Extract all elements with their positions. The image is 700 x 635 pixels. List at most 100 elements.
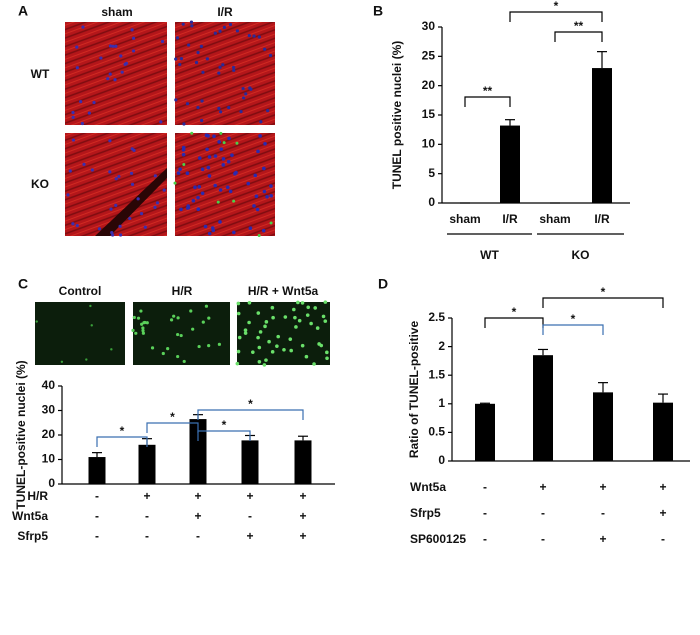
condition-sign: + — [194, 509, 201, 523]
condition-sign: - — [483, 480, 487, 494]
nucleus — [289, 348, 293, 353]
significance-bracket — [554, 31, 603, 42]
nucleus — [239, 109, 243, 114]
nucleus — [87, 111, 91, 115]
nucleus — [251, 350, 255, 354]
nucleus — [259, 120, 263, 124]
nucleus — [179, 57, 184, 61]
nucleus — [267, 339, 271, 344]
nucleus — [197, 156, 202, 160]
nucleus — [75, 45, 79, 49]
nucleus — [114, 203, 118, 207]
nucleus — [120, 70, 124, 74]
column-label: H/R — [172, 284, 193, 298]
nucleus — [186, 204, 190, 208]
significance-bracket — [509, 11, 603, 22]
y-tick-label: 40 — [42, 378, 56, 392]
condition-sign: - — [483, 532, 487, 546]
cell-dots — [35, 20, 329, 367]
nucleus — [200, 118, 204, 123]
nucleus — [232, 230, 236, 235]
significance-bracket — [484, 317, 544, 328]
nucleus — [142, 321, 146, 325]
nucleus — [140, 322, 144, 326]
y-tick-label: 25 — [422, 49, 436, 63]
nucleus — [200, 99, 204, 103]
nucleus — [241, 96, 246, 100]
nucleus — [222, 141, 226, 145]
nucleus — [228, 189, 233, 194]
nucleus — [253, 173, 258, 178]
nucleus — [139, 211, 144, 216]
nucleus — [252, 34, 256, 38]
y-tick-label: 1.5 — [428, 367, 445, 381]
nucleus — [111, 233, 115, 237]
nucleus — [153, 174, 157, 178]
nucleus — [247, 33, 251, 38]
nucleus — [90, 324, 93, 327]
bar — [294, 440, 312, 484]
nucleus — [118, 224, 122, 228]
nucleus — [130, 28, 134, 32]
bar — [241, 440, 259, 484]
nucleus — [207, 316, 211, 320]
significance-label: * — [512, 305, 517, 319]
nucleus — [257, 233, 261, 237]
nucleus — [306, 305, 311, 310]
nucleus — [145, 321, 149, 325]
y-tick-label: 5 — [428, 166, 435, 180]
nucleus — [109, 207, 113, 211]
nucleus — [118, 233, 123, 237]
y-tick-label: 0 — [438, 453, 445, 467]
x-tick-label: I/R — [502, 212, 518, 226]
nucleus — [108, 170, 112, 174]
nucleus — [219, 131, 223, 135]
condition-sign: - — [196, 529, 200, 543]
y-tick-label: 10 — [42, 452, 56, 466]
micrograph — [175, 22, 275, 125]
panel-label: B — [373, 3, 383, 19]
significance-label: * — [601, 285, 606, 299]
nucleus — [293, 315, 297, 320]
nucleus — [89, 304, 92, 308]
nucleus — [131, 328, 135, 332]
nucleus — [143, 225, 147, 229]
y-tick-label: 20 — [422, 78, 436, 92]
nucleus — [216, 200, 220, 204]
condition-sign: + — [599, 532, 606, 546]
nucleus — [71, 138, 76, 142]
nucleus — [35, 320, 38, 323]
nucleus — [132, 148, 136, 152]
micrograph — [175, 133, 275, 236]
condition-label: Wnt5a — [12, 509, 48, 523]
bar — [593, 392, 613, 461]
nucleus — [213, 31, 217, 35]
column-label: sham — [101, 5, 132, 19]
y-tick-label: 2 — [438, 339, 445, 353]
nucleus — [241, 87, 245, 91]
y-tick-label: 15 — [422, 107, 436, 121]
nucleus — [304, 354, 309, 359]
nucleus — [206, 134, 210, 138]
bar — [500, 125, 520, 203]
micrograph — [35, 302, 125, 365]
nucleus — [181, 145, 186, 150]
row-label: WT — [31, 67, 50, 81]
bar — [88, 457, 106, 484]
nucleus — [129, 171, 134, 175]
nucleus — [179, 333, 183, 338]
nucleus — [60, 360, 64, 363]
significance-bracket — [197, 430, 251, 441]
nucleus — [243, 331, 248, 335]
y-axis-label: TUNEL positive nuclei (%) — [390, 41, 404, 189]
nucleus — [254, 194, 259, 199]
nucleus — [248, 226, 253, 231]
significance-label: * — [170, 410, 175, 424]
nucleus — [85, 358, 88, 361]
nucleus — [262, 166, 266, 171]
bar — [189, 419, 207, 484]
nucleus — [221, 63, 225, 67]
nucleus — [81, 25, 85, 29]
nucleus — [176, 332, 180, 337]
nucleus — [217, 342, 221, 346]
